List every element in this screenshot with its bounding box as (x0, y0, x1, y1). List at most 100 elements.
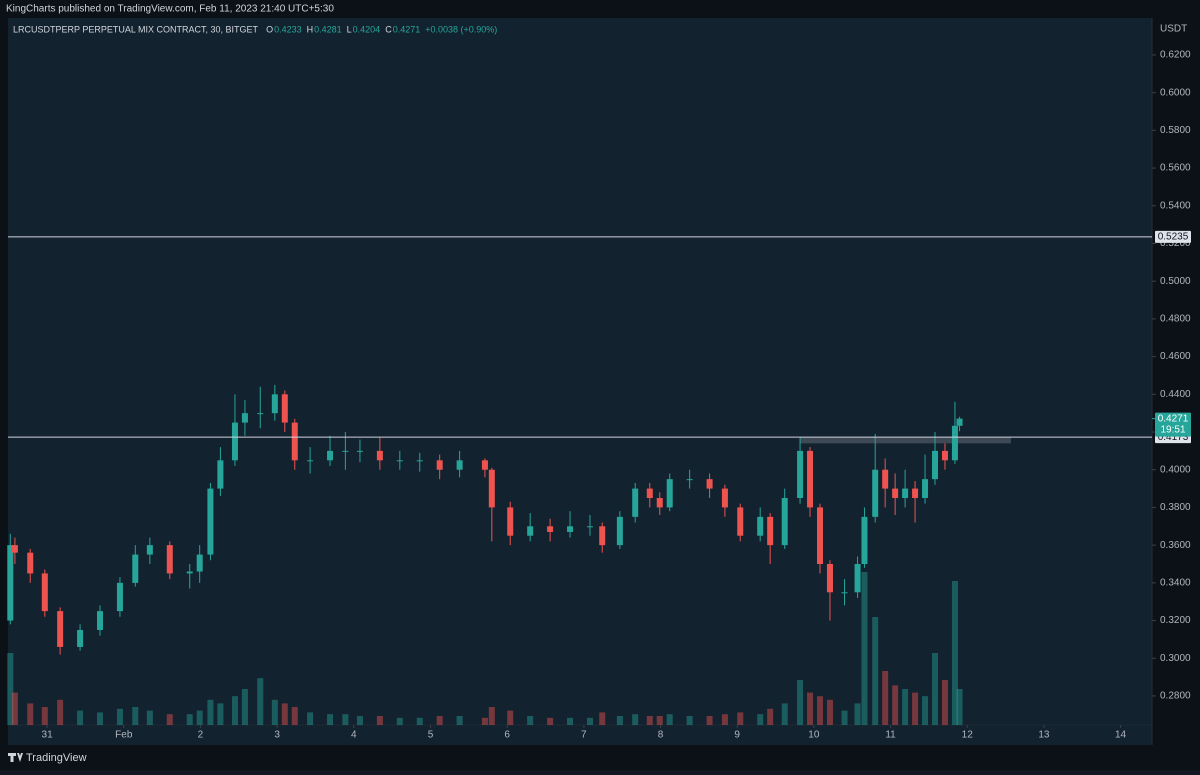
candle-body (872, 469, 879, 517)
candle-body (291, 422, 298, 461)
candle-body (146, 545, 153, 555)
candle-body (257, 413, 264, 415)
volume-bar (166, 714, 173, 725)
volume-bar (217, 703, 224, 725)
candle-body (816, 507, 823, 564)
candle-body (207, 488, 214, 555)
plot-area (8, 18, 1152, 745)
x-tick-label: 9 (734, 730, 740, 741)
candle-body (781, 498, 788, 546)
volume-bar (599, 712, 606, 725)
candle-body (57, 611, 64, 647)
x-tick-label: 10 (808, 730, 820, 741)
legend-key: C (385, 24, 392, 34)
y-tick-label: 0.5400 (1160, 200, 1191, 211)
candle-body (567, 526, 574, 532)
candle-body (488, 469, 495, 508)
volume-bar (547, 717, 554, 725)
volume-bar (196, 710, 203, 725)
candle-body (97, 611, 104, 630)
volume-bar (807, 692, 814, 725)
y-tick-label: 0.5000 (1160, 276, 1191, 287)
candle-body (951, 425, 958, 461)
candle-body (396, 460, 403, 462)
x-tick-label: 8 (658, 730, 664, 741)
volume-bar (281, 703, 288, 725)
candle-body (132, 554, 139, 583)
volume-bar (416, 717, 423, 725)
candle-body (841, 592, 848, 594)
legend-value: 0.4281 (314, 24, 342, 34)
y-tick-label: 0.3800 (1160, 502, 1191, 513)
volume-bar (841, 710, 848, 725)
volume-bar (271, 699, 278, 725)
y-tick-label: 0.4600 (1160, 351, 1191, 362)
x-tick-label: 7 (581, 730, 587, 741)
x-tick-label: 14 (1115, 730, 1127, 741)
volume-bar (757, 714, 764, 725)
volume-bar (567, 717, 574, 725)
price-label: 0.4173 (1158, 432, 1189, 443)
y-tick-label: 0.6000 (1160, 87, 1191, 98)
volume-bar (481, 717, 488, 725)
candle-body (882, 469, 889, 489)
volume-bar (77, 710, 84, 725)
candle-body (686, 479, 693, 481)
volume-bar (186, 714, 193, 725)
candle-body (616, 516, 623, 546)
x-tick-label: 11 (885, 730, 896, 741)
volume-bar (11, 692, 18, 725)
candle-body (231, 422, 238, 461)
volume-bar (941, 680, 948, 725)
footer-logo: TradingView (8, 752, 87, 764)
candle-body (507, 507, 514, 536)
candle-body (481, 460, 488, 470)
chart-title: LRCUSDTPERP PERPETUAL MIX CONTRACT, 30, … (13, 24, 259, 34)
volume-bar (291, 707, 298, 725)
volume-bar (488, 707, 495, 725)
candle-body (27, 552, 34, 574)
volume-bar (781, 703, 788, 725)
x-tick-label: 5 (428, 730, 434, 741)
candle-body (646, 488, 653, 499)
volume-bar (656, 716, 663, 725)
legend-key: O (266, 24, 273, 34)
x-tick-label: 12 (962, 730, 974, 741)
candle-body (436, 460, 443, 470)
candle-body (941, 450, 948, 461)
volume-bar (767, 708, 774, 725)
zone (800, 437, 1011, 444)
x-tick-label: 3 (274, 730, 280, 741)
candle-body (11, 545, 18, 553)
y-tick-label: 0.5800 (1160, 125, 1191, 136)
y-tick-label: 0.2800 (1160, 691, 1191, 702)
y-tick-label: 0.3400 (1160, 577, 1191, 588)
y-tick-label: 0.3000 (1160, 653, 1191, 664)
y-tick-label: 0.3600 (1160, 540, 1191, 551)
candle-body (892, 488, 899, 499)
volume-bar (616, 716, 623, 725)
volume-bar (826, 699, 833, 725)
volume-bar (902, 689, 909, 725)
volume-bar (57, 699, 64, 725)
volume-bar (816, 696, 823, 725)
volume-bar (632, 714, 639, 725)
price-label: 0.5235 (1158, 232, 1189, 243)
volume-bar (932, 653, 939, 725)
price-label-box (1155, 230, 1191, 243)
legend-value: 0.4204 (353, 24, 381, 34)
candle-body (656, 498, 663, 508)
candle-body (166, 545, 173, 574)
volume-bar (737, 712, 744, 725)
volume-bar (41, 707, 48, 725)
legend-value: 0.4233 (274, 24, 302, 34)
y-tick-label: 0.6200 (1160, 50, 1191, 61)
volume-bar (586, 717, 593, 725)
y-tick-label: 0.3200 (1160, 615, 1191, 626)
candle-body (737, 507, 744, 536)
candle-body (241, 413, 248, 423)
candle-body (912, 488, 919, 499)
ohlc-legend: O 0.4233 H 0.4281 L 0.4204 C 0.4271 +0.0038 (+0.… (266, 24, 497, 34)
volume-bar (146, 710, 153, 725)
